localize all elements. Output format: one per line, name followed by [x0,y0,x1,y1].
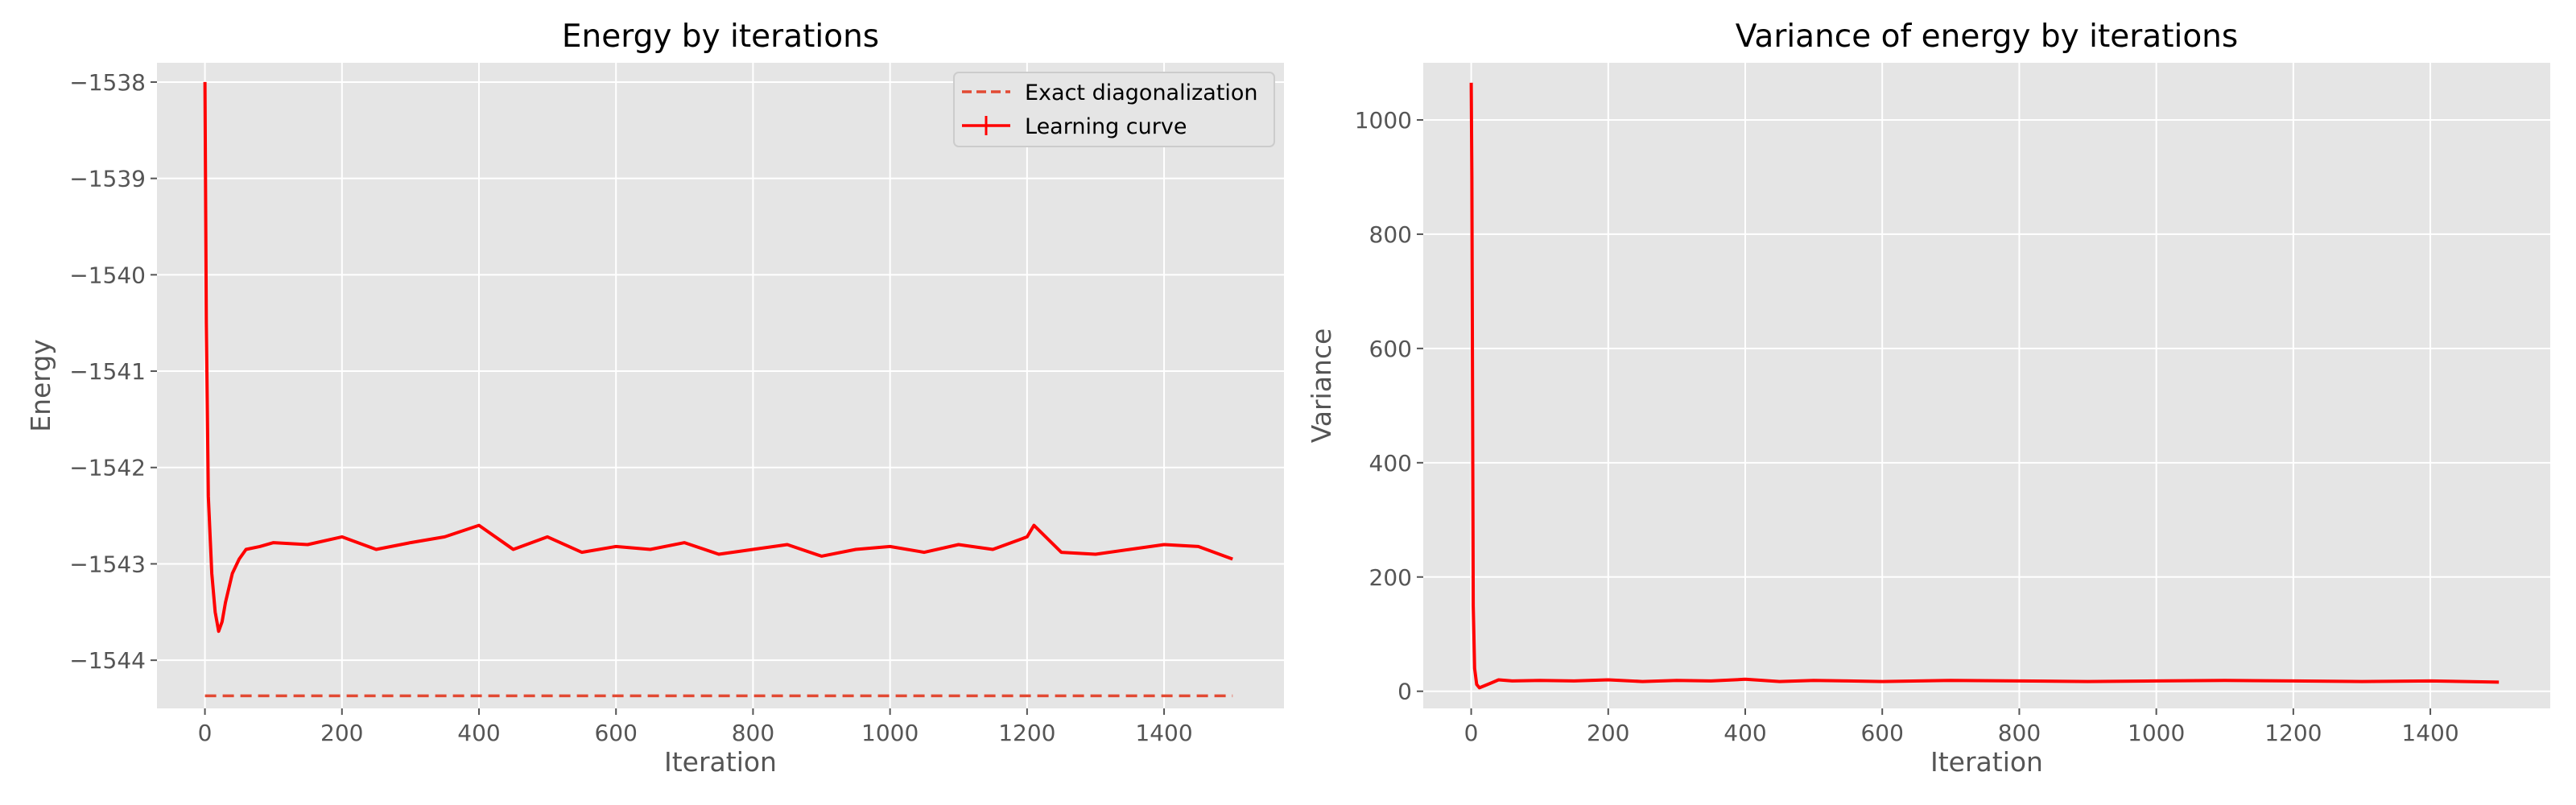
variance-x-tick-label: 800 [1998,720,2041,746]
energy-y-tick-label: −1541 [69,358,146,385]
energy-x-tick-label: 1400 [1135,720,1192,746]
variance-y-tick-label: 600 [1369,336,1412,362]
variance-x-tick-label: 1000 [2128,720,2185,746]
legend-box [953,72,1275,147]
energy-x-tick-label: 0 [198,720,213,746]
variance-chart: 0 200 400 600 800 1000 1200 1400 0 200 400 600 800 10… [1306,19,2550,778]
energy-x-tick-label: 600 [594,720,637,746]
variance-plot-area [1423,63,2550,708]
variance-y-tick-label: 800 [1369,221,1412,248]
energy-x-tick-label: 1200 [998,720,1055,746]
energy-y-axis-label: Energy [25,339,56,432]
energy-x-tick-label: 200 [320,720,363,746]
energy-learning-curve-line [203,81,1233,634]
energy-x-axis-label: Iteration [664,746,777,778]
energy-x-tick-label: 400 [457,720,500,746]
variance-x-tick-label: 0 [1464,720,1479,746]
variance-x-tick-label: 600 [1860,720,1903,746]
variance-y-tick-label: 1000 [1355,107,1412,134]
energy-plot-area [157,63,1284,708]
variance-x-tick-label: 200 [1587,720,1629,746]
energy-chart: 0 200 400 600 800 1000 1200 1400 −1544 −1543 −1542… [25,19,1284,778]
energy-y-tick-label: −1543 [69,551,146,577]
energy-grid [157,63,1284,708]
variance-y-tick-label: 200 [1369,564,1412,591]
variance-x-tick-label: 1400 [2401,720,2458,746]
variance-x-tick-label: 1200 [2264,720,2322,746]
variance-series-line [1469,82,2500,690]
variance-x-tick-label: 400 [1724,720,1766,746]
energy-y-tick-label: −1540 [69,262,146,288]
energy-x-tick-label: 1000 [861,720,919,746]
energy-chart-title: Energy by iterations [562,19,879,55]
legend-label-exact: Exact diagonalization [1025,80,1258,105]
variance-y-axis-label: Variance [1306,328,1337,444]
energy-y-tick-label: −1539 [69,166,146,192]
variance-y-tick-label: 0 [1397,679,1412,705]
energy-y-tick-label: −1538 [69,69,146,96]
energy-series-group [203,81,1233,698]
energy-x-tick-label: 800 [732,720,774,746]
variance-series-group [1469,82,2500,690]
energy-legend: Exact diagonalization Learning curve [953,72,1275,147]
variance-chart-title: Variance of energy by iterations [1736,19,2238,55]
variance-ticks: 0 200 400 600 800 1000 1200 1400 0 200 400 600 800 10… [1355,107,2459,746]
variance-x-axis-label: Iteration [1930,746,2043,778]
legend-label-learning: Learning curve [1025,114,1187,139]
energy-y-tick-label: −1544 [69,647,146,674]
variance-grid [1423,63,2550,708]
energy-y-tick-label: −1542 [69,455,146,481]
energy-ticks: 0 200 400 600 800 1000 1200 1400 −1544 −1543 −1542… [69,69,1192,746]
variance-y-tick-label: 400 [1369,450,1412,477]
